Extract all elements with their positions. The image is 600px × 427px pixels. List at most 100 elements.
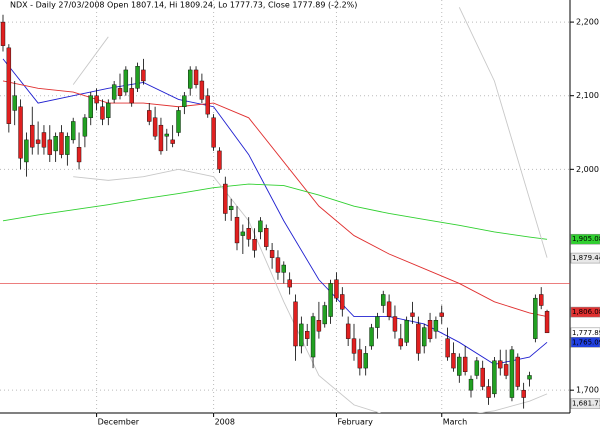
candle-body xyxy=(404,320,409,343)
moving-average-line xyxy=(72,7,548,258)
candle-body xyxy=(100,106,105,120)
candle-body xyxy=(65,135,70,155)
moving-average-line xyxy=(73,168,548,413)
candle-body xyxy=(515,356,520,387)
last-value-label: 1,777.89 xyxy=(572,329,600,337)
candle-body xyxy=(457,356,462,376)
chart-title: NDX - Daily 27/03/2008 Open 1807.14, Hi … xyxy=(10,1,357,10)
last-value-label: 1,879.44 xyxy=(572,254,600,262)
x-tick-label: 2008 xyxy=(215,418,235,427)
last-value-box xyxy=(570,337,600,348)
last-value-box xyxy=(570,306,600,318)
candle-body xyxy=(492,360,497,395)
last-value-label: 1,806.08 xyxy=(572,308,600,316)
candle-body xyxy=(503,364,509,376)
candle-body xyxy=(30,124,35,148)
candle-body xyxy=(41,132,47,148)
y-tick-label: 2,000 xyxy=(576,165,599,174)
last-value-label: 1,905.08 xyxy=(572,235,600,243)
candle-body xyxy=(275,257,281,273)
candle-body xyxy=(141,69,146,82)
candle-body xyxy=(211,117,216,148)
candle-body xyxy=(509,349,515,398)
candle-body xyxy=(527,375,532,380)
candle-body xyxy=(375,316,380,328)
candle-body xyxy=(351,338,357,354)
candle-body xyxy=(158,124,164,152)
candle-body xyxy=(386,301,392,317)
last-value-box xyxy=(570,398,600,409)
candle-body xyxy=(53,135,58,152)
candle-body xyxy=(234,216,240,244)
y-tick-label: 2,200 xyxy=(576,18,599,27)
last-value-box xyxy=(570,252,600,264)
candle-body xyxy=(462,356,468,372)
candle-body xyxy=(322,305,327,325)
candle-body xyxy=(480,367,485,387)
candle-body xyxy=(398,338,403,347)
candle-body xyxy=(299,323,304,347)
candle-body xyxy=(135,66,140,89)
candle-body xyxy=(498,360,503,369)
candle-body xyxy=(345,323,351,339)
candle-body xyxy=(468,378,474,391)
x-tick-label: December xyxy=(98,418,140,427)
candle-body xyxy=(474,360,480,376)
y-tick-label: 2,100 xyxy=(576,91,599,100)
candle-body xyxy=(433,320,439,332)
candle-body xyxy=(164,133,170,137)
candle-body xyxy=(205,95,210,115)
candle-body xyxy=(88,95,93,118)
candle-body xyxy=(427,320,433,339)
candle-body xyxy=(187,69,193,89)
candle-body xyxy=(76,147,82,163)
candle-body xyxy=(258,220,263,233)
candle-body xyxy=(451,353,456,369)
candle-body xyxy=(0,21,6,46)
candle-body xyxy=(246,228,251,240)
candle-body xyxy=(111,84,117,100)
candle-body xyxy=(18,106,23,159)
candle-body xyxy=(252,239,257,251)
candle-body xyxy=(35,139,41,144)
candle-body xyxy=(392,316,398,332)
candle-body xyxy=(94,95,99,104)
candle-body xyxy=(363,353,368,369)
candle-body xyxy=(340,294,345,310)
candle-body xyxy=(223,183,228,214)
candle-body xyxy=(445,338,450,358)
candle-body xyxy=(422,327,427,347)
candle-body xyxy=(269,250,275,258)
candle-body xyxy=(410,312,415,317)
candle-body xyxy=(193,69,199,85)
candle-body xyxy=(123,69,129,93)
candle-body xyxy=(47,139,52,155)
candle-body xyxy=(521,389,526,398)
candle-body xyxy=(82,117,88,137)
candle-body xyxy=(416,323,421,354)
candle-body xyxy=(334,279,339,299)
candle-body xyxy=(6,47,12,124)
x-tick-label: February xyxy=(337,418,373,427)
candle-body xyxy=(176,110,181,133)
moving-average-line xyxy=(2,183,548,240)
candle-body xyxy=(357,349,363,369)
candle-body xyxy=(182,95,187,107)
candle-body xyxy=(147,110,152,122)
last-value-label: 1,681.71 xyxy=(572,400,600,408)
plot-area xyxy=(0,0,570,413)
candle-body xyxy=(12,95,17,111)
candle-body xyxy=(328,283,333,317)
candle-body xyxy=(381,294,386,306)
candle-body xyxy=(264,228,269,247)
candle-body xyxy=(305,331,310,339)
candle-body xyxy=(293,301,298,347)
candle-body xyxy=(129,88,134,104)
candle-body xyxy=(117,88,123,96)
candle-body xyxy=(310,316,316,358)
candle-body xyxy=(152,117,158,137)
candle-body xyxy=(287,279,292,288)
candle-body xyxy=(228,205,234,211)
candle-body xyxy=(281,264,286,273)
